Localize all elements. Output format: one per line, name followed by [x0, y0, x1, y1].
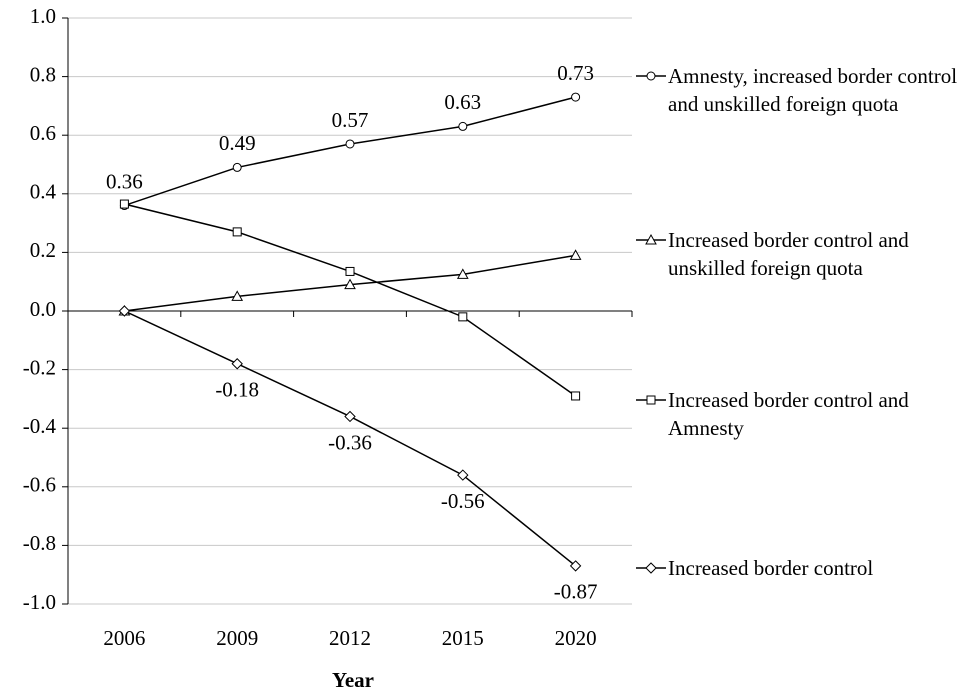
legend-marker	[646, 395, 656, 405]
data-point	[345, 139, 355, 149]
y-tick-label: -1.0	[23, 590, 56, 614]
y-tick-label: -0.4	[23, 414, 57, 438]
legend-label: Amnesty, increased border control and un…	[668, 64, 958, 116]
data-label: 0.73	[557, 61, 594, 85]
data-label: 0.63	[444, 90, 481, 114]
data-point	[231, 290, 244, 301]
data-label: -0.87	[554, 580, 598, 604]
legend-marker	[646, 71, 656, 81]
data-point	[457, 469, 469, 481]
y-tick-label: 0.0	[30, 297, 56, 321]
x-tick-label: 2015	[442, 626, 484, 650]
legend-marker	[645, 233, 657, 245]
data-label: 0.57	[332, 108, 369, 132]
legend-label: Increased border control	[668, 556, 874, 580]
data-label: 0.49	[219, 131, 256, 155]
data-point	[232, 162, 242, 172]
y-tick-label: 1.0	[30, 4, 56, 28]
legend-marker	[645, 562, 657, 574]
data-point	[345, 266, 355, 276]
x-tick-label: 2009	[216, 626, 258, 650]
data-point	[569, 249, 582, 260]
x-axis-title: Year	[332, 668, 374, 692]
data-point	[458, 312, 468, 322]
data-point	[231, 358, 243, 370]
x-tick-label: 2012	[329, 626, 371, 650]
data-point	[571, 92, 581, 102]
data-point	[119, 199, 129, 209]
y-tick-label: -0.2	[23, 355, 56, 379]
y-tick-label: 0.4	[30, 180, 57, 204]
series-line	[124, 203, 577, 397]
data-label: -0.18	[215, 378, 259, 402]
data-point	[344, 278, 356, 290]
data-point	[456, 268, 469, 279]
y-tick-label: 0.8	[30, 62, 56, 86]
data-point	[458, 121, 468, 131]
data-point	[569, 560, 582, 572]
data-label: 0.36	[106, 169, 143, 193]
data-point	[232, 227, 242, 237]
data-label: -0.36	[328, 430, 372, 454]
y-tick-label: -0.8	[23, 531, 56, 555]
data-point	[344, 410, 356, 423]
y-tick-label: 0.2	[30, 238, 56, 262]
legend-label: Increased border control and unskilled f…	[668, 228, 909, 280]
y-tick-label: -0.6	[23, 473, 56, 497]
legend-label: Increased border control and Amnesty	[668, 388, 909, 440]
data-point	[571, 391, 581, 401]
x-tick-label: 2006	[103, 626, 145, 650]
y-tick-label: 0.6	[30, 121, 56, 145]
data-label: -0.56	[441, 489, 485, 513]
x-tick-label: 2020	[555, 626, 597, 650]
data-point	[118, 305, 131, 317]
